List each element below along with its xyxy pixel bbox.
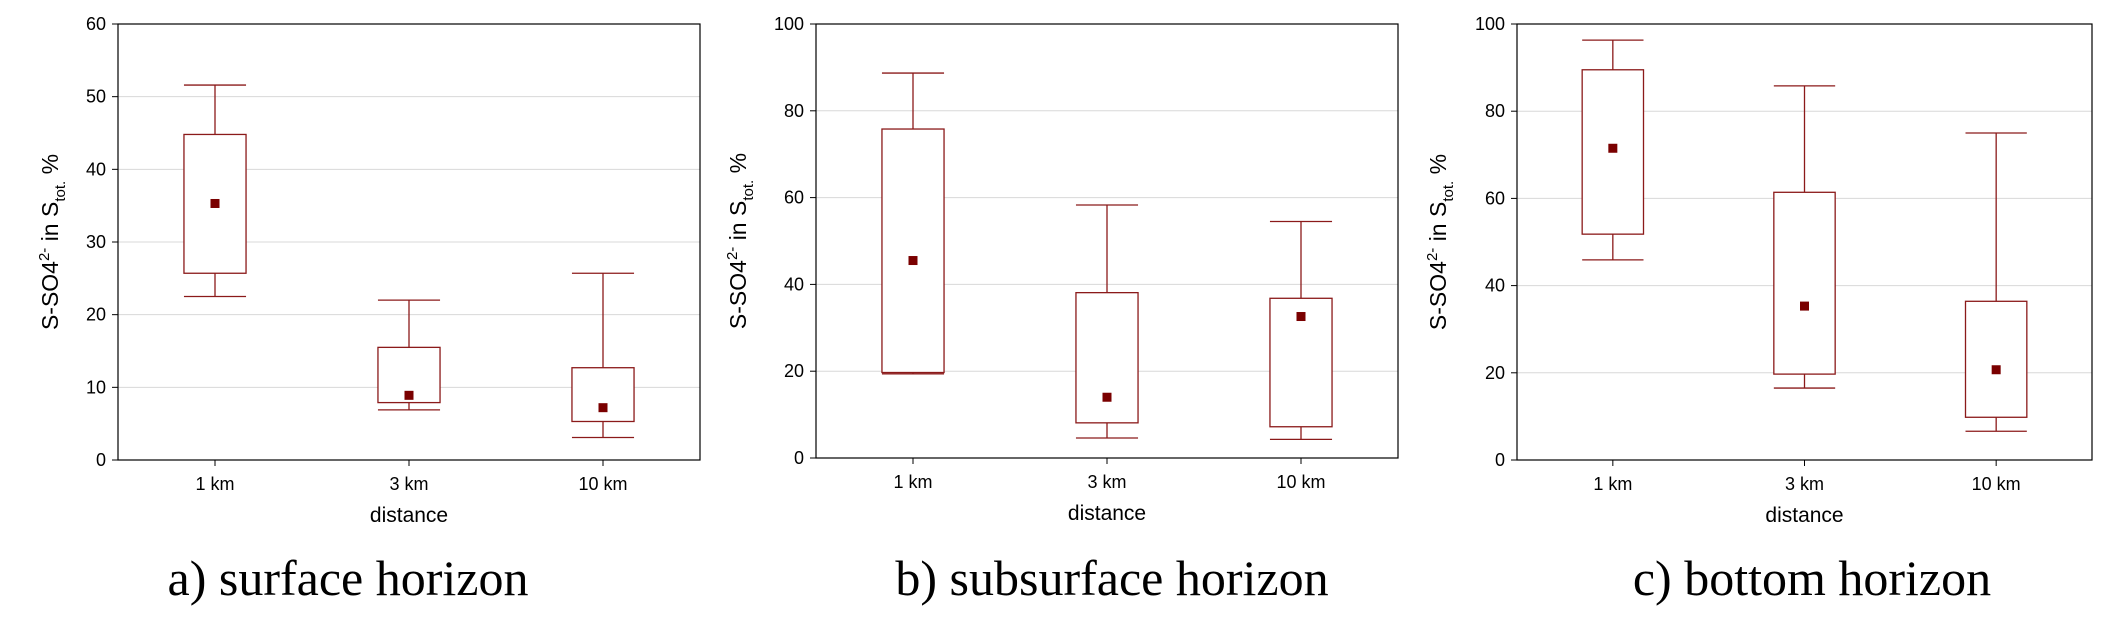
median-marker	[404, 390, 414, 400]
y-tick-label: 20	[1485, 363, 1505, 383]
x-axis-label: distance	[1068, 502, 1146, 525]
median-marker	[1102, 392, 1112, 402]
iqr-box	[881, 128, 945, 374]
y-tick-label: 80	[1485, 101, 1505, 121]
y-axis-label-part: in S	[37, 202, 63, 248]
y-tick-label: 40	[784, 274, 804, 294]
box-3km	[1075, 204, 1139, 439]
y-axis-label: S-SO42- in Stot. %	[724, 153, 757, 329]
y-tick-label: 80	[784, 101, 804, 121]
y-axis-label: S-SO42- in Stot. %	[1424, 154, 1457, 330]
y-axis-label-part: in S	[725, 201, 751, 247]
y-axis-label-part: tot.	[740, 180, 757, 201]
x-axis-label: distance	[370, 504, 448, 527]
y-axis-label-part: S-SO4	[37, 261, 63, 330]
y-tick-label: 0	[96, 450, 106, 470]
median-marker	[1991, 365, 2001, 375]
plot-frame	[117, 23, 701, 461]
y-tick-label: 10	[86, 377, 106, 397]
x-tick-label: 3 km	[1785, 474, 1824, 494]
x-tick-label: 1 km	[893, 472, 932, 492]
y-axis-label-part: 2-	[36, 248, 53, 261]
y-tick-label: 50	[86, 87, 106, 107]
box-10km	[1964, 132, 2028, 432]
y-tick-label: 0	[794, 448, 804, 468]
panel-caption: c) bottom horizon	[1633, 550, 1991, 606]
x-tick-label: 10 km	[1972, 474, 2021, 494]
y-axis-label-part: %	[725, 153, 751, 180]
box-10km	[571, 272, 635, 439]
box-3km	[377, 299, 441, 411]
plot-frame	[815, 23, 1399, 459]
box-3km	[1773, 85, 1836, 389]
chart-panel-3: 0 20 40 60 80 100 1 km 3 km 10 km distance S-SO42-…	[1424, 14, 2093, 606]
box-1km	[881, 72, 945, 375]
panel-caption: b) subsurface horizon	[895, 550, 1328, 606]
median-marker	[1608, 143, 1618, 153]
iqr-box	[1964, 300, 2028, 418]
y-tick-label: 0	[1495, 450, 1505, 470]
iqr-box	[571, 367, 635, 423]
y-tick-label: 100	[774, 14, 804, 34]
y-axis-label-part: tot.	[52, 181, 69, 202]
y-axis-label-part: S-SO4	[1425, 261, 1451, 330]
y-tick-label: 40	[86, 159, 106, 179]
chart-panel-1: 0 10 20 30 40 50 60 1 km 3 km 10 km distance S-SO42…	[36, 14, 701, 606]
y-axis-label-part: 2-	[1424, 248, 1441, 261]
x-tick-label: 3 km	[389, 474, 428, 494]
y-tick-label: 100	[1475, 14, 1505, 34]
box-10km	[1269, 220, 1333, 440]
y-axis-label-part: tot.	[1440, 181, 1457, 202]
y-tick-label: 60	[1485, 188, 1505, 208]
median-marker	[908, 256, 918, 266]
median-marker	[210, 198, 220, 208]
y-axis-label-part: in S	[1425, 202, 1451, 248]
y-axis-label-part: %	[37, 154, 63, 181]
plot-frame	[1516, 23, 2093, 461]
iqr-box	[1269, 297, 1333, 428]
median-marker	[598, 403, 608, 413]
y-axis-label: S-SO42- in Stot. %	[36, 154, 69, 330]
median-marker	[1800, 301, 1809, 311]
x-tick-label: 3 km	[1087, 472, 1126, 492]
x-tick-label: 1 km	[1593, 474, 1632, 494]
x-tick-label: 10 km	[578, 474, 627, 494]
y-tick-label: 60	[784, 188, 804, 208]
y-tick-label: 20	[86, 305, 106, 325]
panel-caption: a) surface horizon	[168, 550, 529, 606]
x-tick-label: 1 km	[195, 474, 234, 494]
y-tick-label: 60	[86, 14, 106, 34]
iqr-box	[1773, 191, 1836, 375]
y-tick-label: 30	[86, 232, 106, 252]
median-marker	[1296, 312, 1306, 322]
x-tick-label: 10 km	[1276, 472, 1325, 492]
y-axis-label-part: %	[1425, 154, 1451, 181]
x-axis-label: distance	[1765, 504, 1843, 527]
box-1km	[1581, 39, 1645, 261]
iqr-box	[1075, 291, 1139, 424]
y-axis-label-part: S-SO4	[725, 260, 751, 329]
y-axis-label-part: 2-	[724, 247, 741, 260]
y-tick-label: 40	[1485, 276, 1505, 296]
y-tick-label: 20	[784, 361, 804, 381]
box-1km	[183, 84, 247, 298]
chart-panel-2: 0 20 40 60 80 100 1 km 3 km 10 km distance S-SO42-…	[724, 14, 1399, 606]
